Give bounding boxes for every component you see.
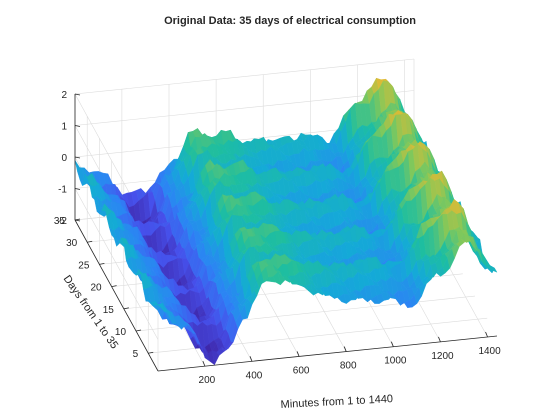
z-tick xyxy=(74,93,81,96)
x-tick xyxy=(485,331,488,338)
y-tick-label: 15 xyxy=(103,305,115,316)
y-tick-label: 25 xyxy=(78,260,90,271)
y-tick-label: 5 xyxy=(133,349,139,360)
y-tick xyxy=(87,240,93,243)
z-tick-label: 2 xyxy=(61,90,67,101)
y-tick-label: 30 xyxy=(66,238,78,249)
x-tick-label: 400 xyxy=(246,370,263,381)
x-axis-line xyxy=(157,335,498,372)
axis-layer: 200 400 600 800 1000 1200 14005101520253035-2-… xyxy=(54,90,501,386)
z-tick-label: -1 xyxy=(58,185,67,196)
z-tick xyxy=(74,219,81,222)
surface-patch xyxy=(489,264,498,273)
z-tick xyxy=(74,188,81,190)
z-tick xyxy=(74,125,81,127)
y-tick xyxy=(123,307,129,310)
y-axis-line xyxy=(74,219,159,372)
z-tick xyxy=(74,156,81,159)
y-tick-label: 35 xyxy=(54,216,66,227)
z-tick-label: 1 xyxy=(61,122,67,133)
x-tick-label: 1000 xyxy=(384,356,407,367)
y-tick xyxy=(99,263,105,265)
x-axis-label: Minutes from 1 to 1440 xyxy=(280,393,393,411)
z-tick-label: -2 xyxy=(58,216,67,227)
x-tick xyxy=(249,356,253,362)
x-tick xyxy=(343,346,347,352)
x-tick xyxy=(438,336,441,342)
chart-title: Original Data: 35 days of electrical con… xyxy=(164,15,416,27)
x-tick xyxy=(202,361,206,367)
y-tick xyxy=(148,351,154,354)
x-tick-label: 800 xyxy=(340,361,357,372)
surface-layer xyxy=(74,77,498,366)
x-tick-label: 200 xyxy=(199,375,216,386)
y-tick xyxy=(111,285,117,288)
x-tick-label: 1400 xyxy=(478,346,501,357)
x-tick-label: 600 xyxy=(293,365,310,376)
y-tick-label: 20 xyxy=(90,283,102,294)
x-tick-label: 1200 xyxy=(431,351,454,362)
x-tick xyxy=(390,341,394,347)
y-tick-label: 10 xyxy=(115,327,127,338)
x-tick xyxy=(296,351,300,357)
y-tick xyxy=(135,329,142,332)
z-tick-label: 0 xyxy=(61,153,67,164)
